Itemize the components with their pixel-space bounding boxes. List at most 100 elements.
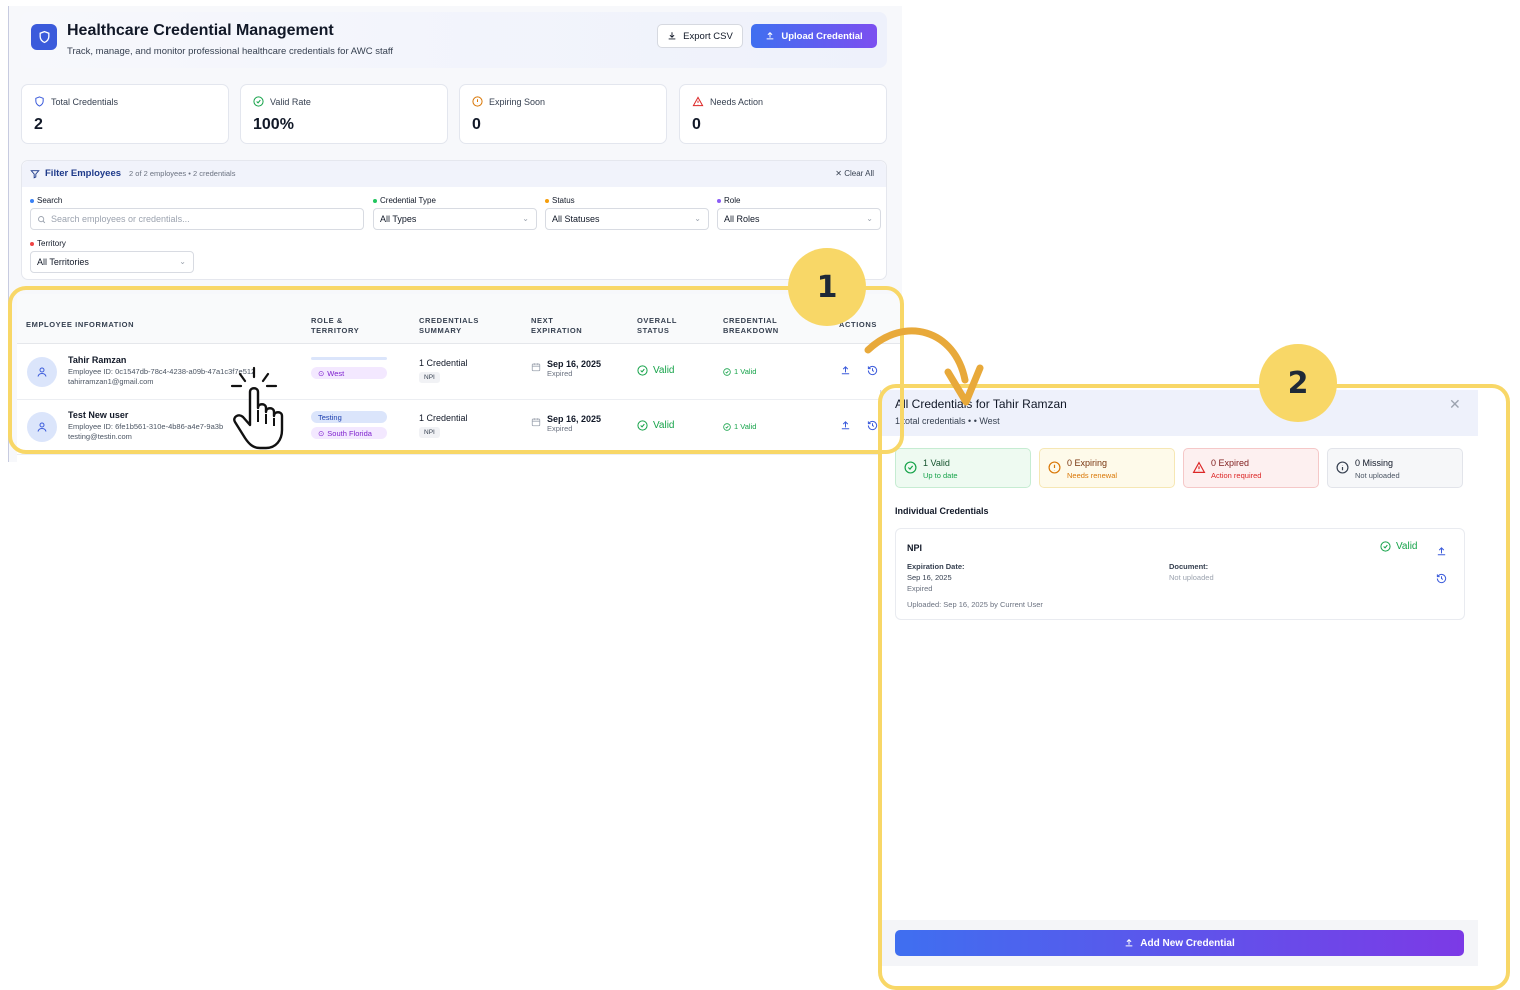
modal-stat-value: 1 Valid — [923, 458, 950, 468]
chevron-down-icon: ⌄ — [522, 214, 529, 223]
chevron-down-icon: ⌄ — [866, 214, 873, 223]
modal-stat-expiring: 0 Expiring Needs renewal — [1039, 448, 1175, 488]
check-circle-icon — [637, 365, 648, 376]
filter-panel: Filter Employees 2 of 2 employees • 2 cr… — [21, 160, 887, 280]
modal-stat-sub: Up to date — [923, 471, 958, 480]
check-circle-icon — [1380, 541, 1391, 552]
stat-label: Valid Rate — [270, 96, 311, 107]
expiration-date: Sep 16, 2025 — [547, 359, 602, 369]
territory-label: South Florida — [327, 428, 372, 438]
dot-icon — [30, 198, 34, 203]
uploaded-info: Uploaded: Sep 16, 2025 by Current User — [907, 600, 1043, 609]
employee-email: testing@testin.com — [68, 432, 132, 441]
territory-label: Territory — [37, 239, 66, 248]
upload-action-icon[interactable] — [840, 418, 851, 436]
filter-icon — [30, 169, 40, 178]
stat-label: Needs Action — [710, 96, 764, 107]
credentials-modal: All Credentials for Tahir Ramzan 1 total… — [880, 390, 1480, 966]
clear-all-button[interactable]: ✕ Clear All — [835, 169, 874, 178]
chevron-down-icon: ⌄ — [694, 214, 701, 223]
breakdown-text: 1 Valid — [734, 422, 757, 431]
status-select[interactable]: All Statuses ⌄ — [545, 208, 709, 230]
modal-stat-value: 0 Expiring — [1067, 458, 1108, 468]
alert-circle-icon — [472, 96, 483, 107]
add-new-credential-label: Add New Credential — [1140, 937, 1235, 949]
expiration-sub: Expired — [547, 424, 573, 433]
export-csv-label: Export CSV — [683, 30, 733, 42]
upload-credential-button[interactable]: Upload Credential — [751, 24, 877, 48]
credential-breakdown: 1 Valid — [723, 367, 756, 376]
alert-circle-icon — [1048, 461, 1061, 474]
col-employee-information: EMPLOYEE INFORMATION — [26, 320, 135, 329]
credential-status-text: Valid — [1396, 541, 1418, 552]
pointer-hand-icon — [230, 366, 284, 450]
employee-table: EMPLOYEE INFORMATION ROLE & TERRITORY CRE… — [17, 294, 902, 462]
shield-icon — [35, 96, 44, 107]
modal-footer: Add New Credential — [881, 920, 1478, 966]
col-line: NEXT — [531, 316, 554, 325]
stat-label: Total Credentials — [51, 96, 119, 107]
filter-title: Filter Employees — [45, 168, 122, 179]
credential-status: Valid — [1380, 541, 1418, 552]
table-row[interactable]: Tahir Ramzan Employee ID: 0c1547db-78c4-… — [17, 345, 902, 400]
credential-name: NPI — [907, 543, 923, 553]
col-line: CREDENTIALS — [419, 316, 479, 325]
credential-app-window: Healthcare Credential Management Track, … — [8, 6, 902, 462]
search-icon — [38, 215, 46, 223]
history-action-icon[interactable] — [867, 418, 878, 436]
status-value: All Statuses — [552, 214, 600, 224]
credential-type-select[interactable]: All Types ⌄ — [373, 208, 537, 230]
stat-card-total: Total Credentials 2 — [21, 84, 229, 144]
history-icon[interactable] — [1436, 571, 1447, 589]
history-action-icon[interactable] — [867, 363, 878, 381]
employee-id: Employee ID: 0c1547db-78c4-4238-a09b-47a… — [68, 367, 256, 376]
search-label: Search — [37, 196, 63, 205]
stat-card-needs-action: Needs Action 0 — [679, 84, 887, 144]
role-pill-empty — [311, 357, 387, 360]
check-circle-icon — [637, 420, 648, 431]
upload-icon — [1125, 938, 1133, 947]
filter-header: Filter Employees 2 of 2 employees • 2 cr… — [22, 161, 886, 187]
add-new-credential-button[interactable]: Add New Credential — [895, 930, 1464, 956]
close-icon[interactable]: ✕ — [1449, 396, 1461, 412]
territory-label: West — [327, 368, 345, 378]
upload-action-icon[interactable] — [840, 363, 851, 381]
dot-icon — [30, 241, 34, 246]
col-overall-status: OVERALL STATUS — [637, 316, 677, 336]
employee-id: Employee ID: 6fe1b561-310e-4b86-a4e7-9a3… — [68, 422, 224, 431]
next-expiration: Sep 16, 2025 Expired — [531, 359, 601, 378]
credential-type-label: Credential Type — [380, 196, 436, 205]
document-value: Not uploaded — [1169, 573, 1214, 582]
table-header: EMPLOYEE INFORMATION ROLE & TERRITORY CRE… — [17, 294, 902, 344]
shield-logo-icon — [31, 24, 57, 50]
expiration-label: Expiration Date: — [907, 562, 965, 571]
overall-status: Valid — [637, 365, 675, 376]
search-input[interactable]: Search employees or credentials... — [30, 208, 364, 230]
employee-name: Test New user — [68, 410, 129, 420]
download-icon — [668, 32, 676, 40]
col-line: SUMMARY — [419, 326, 462, 335]
employee-name: Tahir Ramzan — [68, 355, 127, 365]
check-circle-icon — [904, 461, 917, 474]
territory-select[interactable]: All Territories ⌄ — [30, 251, 194, 273]
credential-type-value: All Types — [380, 214, 417, 224]
stat-card-expiring: Expiring Soon 0 — [459, 84, 667, 144]
breakdown-text: 1 Valid — [734, 367, 757, 376]
stat-value: 2 — [34, 116, 43, 133]
modal-stat-missing: 0 Missing Not uploaded — [1327, 448, 1463, 488]
export-csv-button[interactable]: Export CSV — [657, 24, 743, 48]
curved-arrow-icon — [864, 327, 984, 406]
pin-icon: ⊙ — [318, 368, 325, 378]
role-pill: Testing — [311, 411, 387, 423]
role-select[interactable]: All Roles ⌄ — [717, 208, 881, 230]
upload-icon[interactable] — [1436, 544, 1447, 562]
employee-email: tahirramzan1@gmail.com — [68, 377, 154, 386]
col-line: STATUS — [637, 326, 670, 335]
stat-value: 0 — [692, 116, 701, 133]
warning-triangle-icon — [1192, 461, 1206, 473]
modal-stat-sub: Needs renewal — [1067, 471, 1118, 480]
role-label: Role — [724, 196, 741, 205]
table-row[interactable]: Test New user Employee ID: 6fe1b561-310e… — [17, 400, 902, 455]
territory-pill: ⊙ West — [311, 367, 387, 379]
credential-tag: NPI — [419, 427, 440, 438]
